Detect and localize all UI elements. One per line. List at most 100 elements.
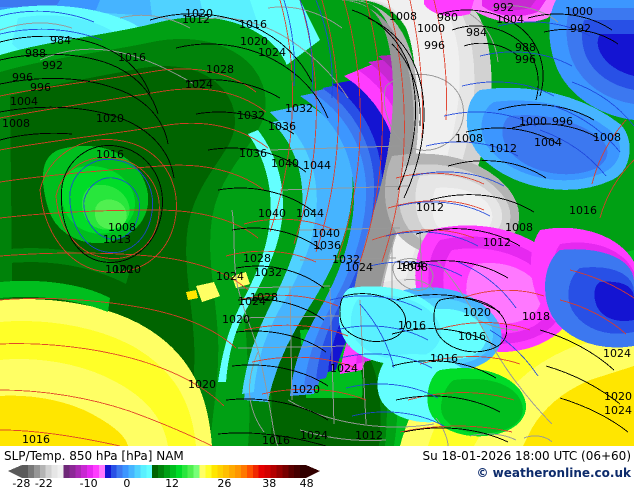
colorbar-swatch <box>57 465 65 478</box>
isobar-label: 1024 <box>300 429 328 442</box>
colorbar-swatch <box>45 465 53 478</box>
isobar-label: 1020 <box>292 383 320 396</box>
isobar-label: 1012 <box>483 236 511 249</box>
colorbar-swatch <box>246 465 254 478</box>
isobar-label: 980 <box>437 11 458 24</box>
isobar-label: 1000 <box>519 115 547 128</box>
isobar-label: 1024 <box>604 404 632 417</box>
isobar-label: 1016 <box>430 352 458 365</box>
isobar-label: 1032 <box>254 266 282 279</box>
isobar-label: 1008 <box>455 132 483 145</box>
colorbar-swatch <box>181 465 189 478</box>
colorbar-tick: -22 <box>34 477 53 490</box>
isobar-label: 1008 <box>400 261 428 274</box>
colorbar-swatch <box>51 465 59 478</box>
colorbar-swatch <box>63 465 70 478</box>
colorbar-swatch <box>158 465 165 478</box>
isobar-label: 1008 <box>389 10 417 23</box>
colorbar-swatch <box>75 465 82 478</box>
colorbar-left-arrow <box>8 465 22 478</box>
isobar-label: 984 <box>50 34 71 47</box>
colorbar-swatch <box>300 465 307 478</box>
isobar-label: 1004 <box>534 136 562 149</box>
copyright-credit: © weatheronline.co.uk <box>476 466 631 480</box>
colorbar-swatch <box>205 465 212 478</box>
colorbar-swatch <box>22 465 29 478</box>
isobar-label: 988 <box>515 41 536 54</box>
colorbar-swatch <box>258 465 266 478</box>
isobar-label: 1016 <box>458 330 486 343</box>
colorbar-swatch <box>69 465 76 478</box>
isobar-label: 988 <box>25 47 46 60</box>
colorbar-swatch <box>169 465 177 478</box>
colorbar-swatch <box>276 465 283 478</box>
isobar-label: 1013 <box>103 233 131 246</box>
isobar-label: 1012 <box>355 429 383 442</box>
isobar-label: 1016 <box>22 433 50 446</box>
colorbar-tick: -28 <box>12 477 31 490</box>
isobar-label: 1012 <box>489 142 517 155</box>
isobar-label: 992 <box>42 59 63 72</box>
colorbar-swatch <box>81 465 88 478</box>
isobar-label: 1012 <box>182 13 210 26</box>
map-canvas <box>0 0 634 446</box>
colorbar-swatch <box>87 465 94 478</box>
colorbar-swatch <box>252 465 260 478</box>
colorbar-swatch <box>140 465 147 478</box>
isobar-label: 1028 <box>250 291 278 304</box>
isobar-label: 1016 <box>569 204 597 217</box>
colorbar-swatch <box>134 465 141 478</box>
legend-bar: SLP/Temp. 850 hPa [hPa] NAM Su 18-01-202… <box>0 446 634 490</box>
colorbar-swatch <box>146 465 153 478</box>
isobar-label: 1032 <box>285 102 313 115</box>
colorbar-swatch <box>33 465 41 478</box>
colorbar-tick: -10 <box>79 477 98 490</box>
colorbar-swatch <box>199 465 207 478</box>
isobar-label: 1020 <box>105 263 133 276</box>
isobar-label: 984 <box>466 26 487 39</box>
isobar-label: 1020 <box>96 112 124 125</box>
isobar-label: 1032 <box>237 109 265 122</box>
isobar-label: 1036 <box>268 120 296 133</box>
colorbar-swatch <box>175 465 183 478</box>
temperature-colorbar[interactable]: -28 -22 -10 0 12 26 38 48 <box>8 465 320 490</box>
colorbar-swatch <box>282 465 289 478</box>
isobar-label: 1008 <box>108 221 136 234</box>
colorbar-swatch <box>270 465 278 478</box>
isobar-label: 1020 <box>185 7 213 20</box>
isobar-label: 1020 <box>113 263 141 276</box>
isobar-label: 1008 <box>593 131 621 144</box>
isobar-label: 1004 <box>10 95 38 108</box>
isobar-label: 1024 <box>330 362 358 375</box>
isobar-label: 996 <box>12 71 33 84</box>
colorbar-swatch <box>93 465 100 478</box>
isobar-label: 996 <box>515 53 536 66</box>
colorbar-swatch <box>211 465 218 478</box>
isobar-label: 1012 <box>416 201 444 214</box>
isobar-label: 1020 <box>188 378 216 391</box>
colorbar-swatch <box>122 465 130 478</box>
colorbar-swatch <box>223 465 230 478</box>
isobar-label: 1024 <box>603 347 631 360</box>
isobar-label: 1016 <box>262 434 290 446</box>
slp-temp-850hpa-nam-map[interactable]: 984 988 992 996 996 1004 1008 1016 1008 1013 1020 1… <box>0 0 634 446</box>
isobar-label: 1028 <box>206 63 234 76</box>
isobar-label: 1016 <box>398 319 426 332</box>
isobar-label: 1004 <box>396 259 424 272</box>
colorbar-swatch <box>240 465 248 478</box>
colorbar-swatch <box>288 465 295 478</box>
isobar-label: 1016 <box>239 18 267 31</box>
isobar-label: 1024 <box>216 270 244 283</box>
isobar-label: 1016 <box>118 51 146 64</box>
colorbar-tick: 48 <box>299 477 314 490</box>
colorbar-swatch <box>116 465 124 478</box>
isobar-label: 1008 <box>505 221 533 234</box>
isobar-label: 996 <box>552 115 573 128</box>
isobar-label: 1036 <box>313 239 341 252</box>
isobar-label: 1044 <box>296 207 324 220</box>
colorbar-swatch <box>104 465 112 478</box>
colorbar-swatch <box>152 465 159 478</box>
isobar-label: 1040 <box>271 157 299 170</box>
colorbar-tick: 0 <box>123 477 131 490</box>
